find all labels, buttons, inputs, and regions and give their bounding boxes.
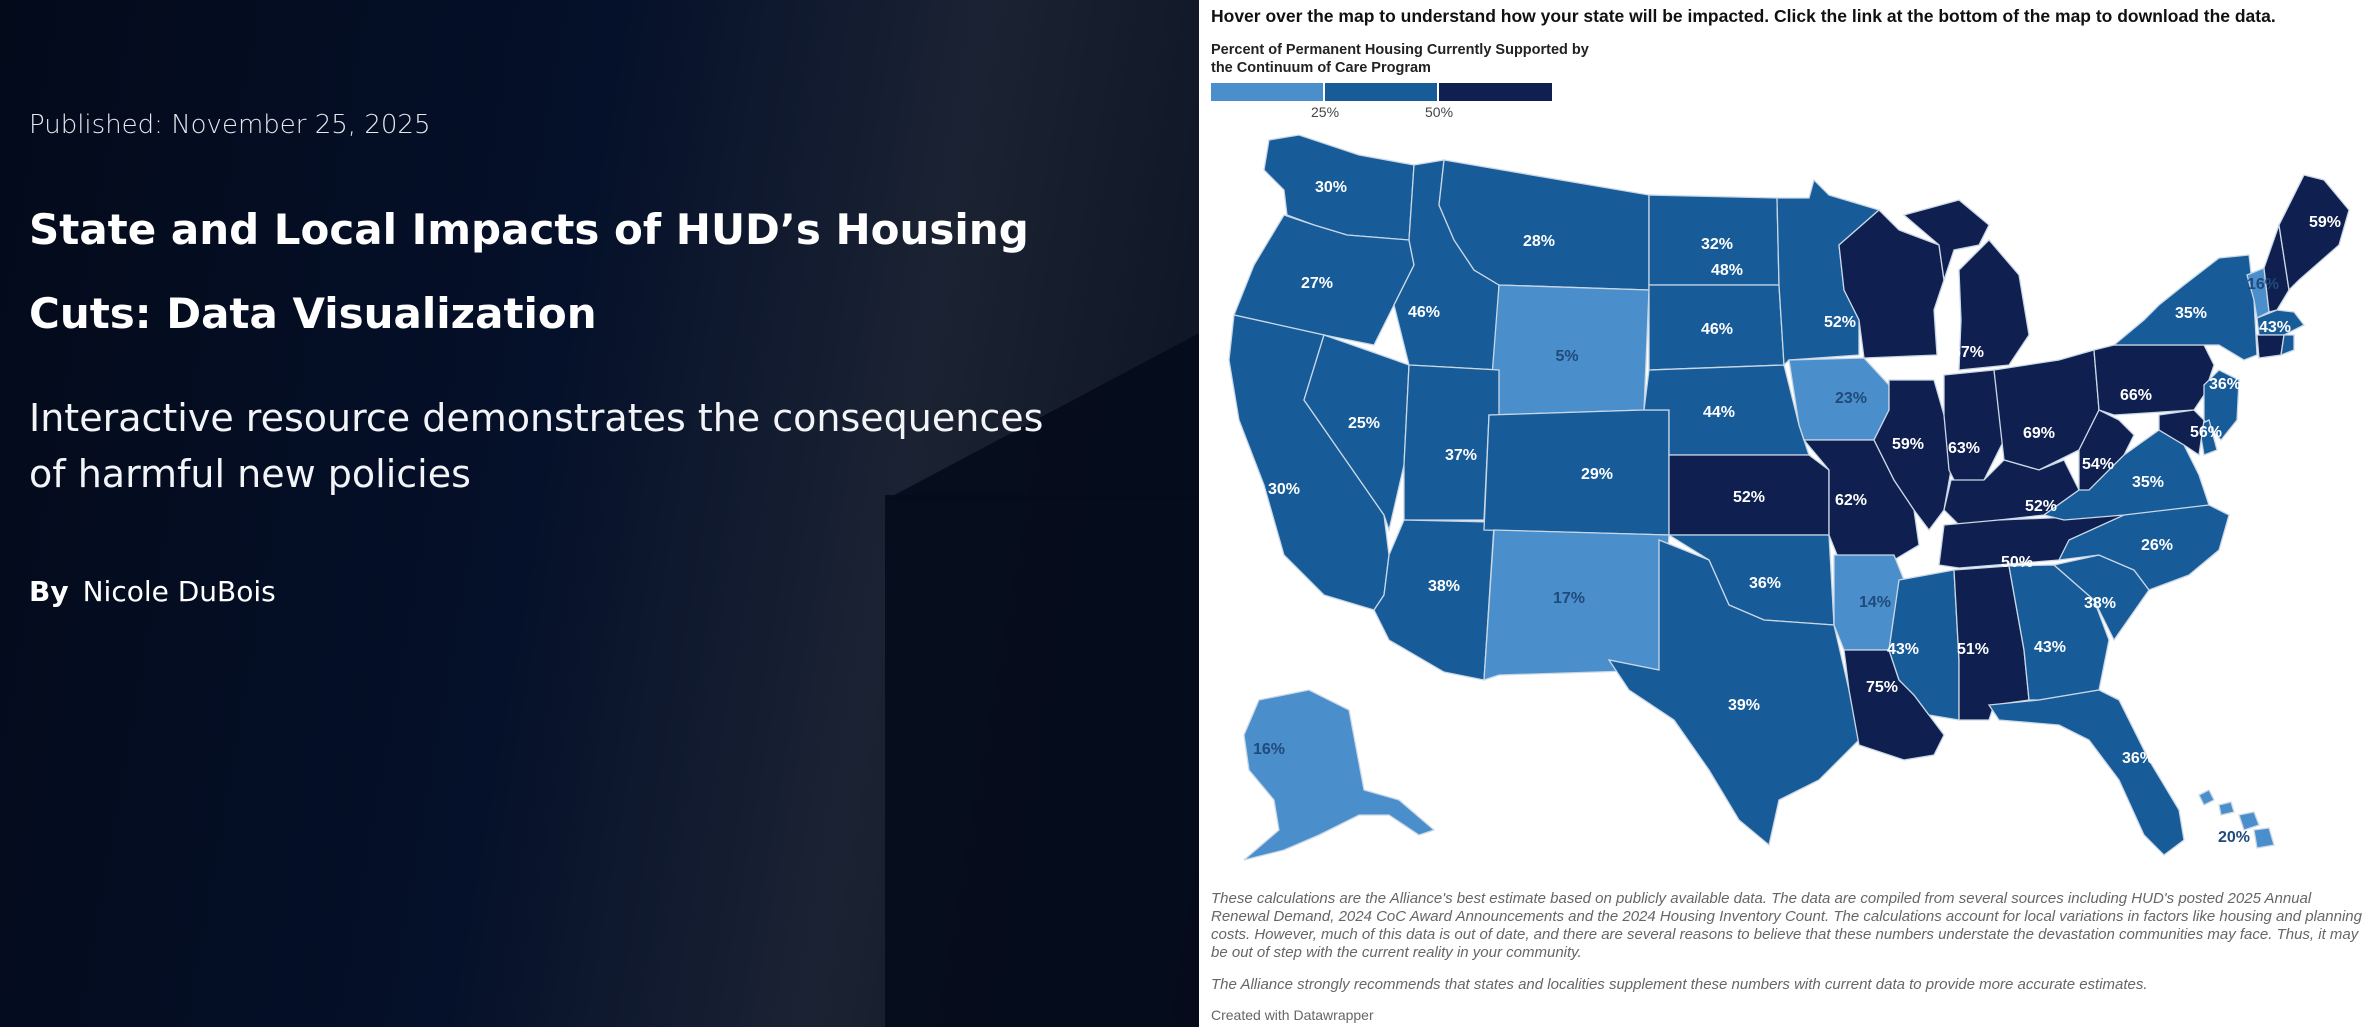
recommendation-note: The Alliance strongly recommends that st… [1211,976,2148,993]
legend-swatch-high [1439,83,1552,101]
state-label-nm: 17% [1553,590,1585,607]
state-label-pa: 66% [2120,387,2152,404]
state-label-md: 56% [2190,424,2222,441]
state-label-wv: 54% [2082,456,2114,473]
state-de[interactable] [2198,419,2218,456]
datawrapper-credit[interactable]: Created with Datawrapper [1211,1007,1374,1023]
state-label-id: 46% [1408,304,1440,321]
state-label-ut: 37% [1445,447,1477,464]
map-panel: Hover over the map to understand how you… [1199,0,2378,1027]
state-label-al: 51% [1957,641,1989,658]
state-label-ok: 36% [1749,575,1781,592]
state-tx[interactable] [1607,539,1860,847]
state-label-il: 59% [1892,436,1924,453]
state-fl[interactable] [1987,689,2185,856]
state-label-nj: 36% [2209,376,2241,393]
author-link[interactable]: Nicole DuBois [82,575,276,608]
published-date: Published: November 25, 2025 [29,110,431,140]
page-subtitle: Interactive resource demonstrates the co… [29,396,1044,496]
state-label-va: 35% [2132,474,2164,491]
state-ut[interactable] [1403,364,1500,521]
state-label-or: 27% [1301,275,1333,292]
state-md[interactable] [2158,409,2205,457]
state-label-co: 29% [1581,466,1613,483]
page-title: State and Local Impacts of HUD’s Housing… [29,205,1029,338]
state-label-la: 75% [1866,679,1898,696]
state-nm[interactable] [1483,529,1670,681]
state-label-sd: 46% [1701,321,1733,338]
state-label-ky: 52% [2025,498,2057,515]
state-ri[interactable] [2280,334,2295,357]
state-label-mt: 28% [1523,233,1555,250]
state-nh[interactable] [2263,224,2290,313]
state-label-nc: 26% [2141,537,2173,554]
state-label-wi: 52% [1824,314,1856,331]
legend-swatch-low [1211,83,1323,101]
legend-tick-25: 25% [1311,104,1340,120]
state-label-sc: 38% [2084,595,2116,612]
state-label-ms: 43% [1887,641,1919,658]
state-label-az: 38% [1428,578,1460,595]
byline: By Nicole DuBois [29,575,276,608]
map-notes: These calculations are the Alliance's be… [1211,890,2371,1008]
methodology-note: These calculations are the Alliance's be… [1211,890,2362,961]
state-label-ar: 14% [1859,594,1891,611]
background-shape [885,495,1199,1027]
state-label-nd: 32% [1701,236,1733,253]
state-label-mn: 48% [1711,262,1743,279]
state-az[interactable] [1373,519,1495,681]
state-label-ga: 43% [2034,639,2066,656]
state-label-mi: 67% [1952,344,1984,361]
state-pa[interactable] [2093,344,2215,416]
state-co[interactable] [1483,409,1670,536]
state-label-vt: 16% [2247,276,2279,293]
state-label-ne: 44% [1703,404,1735,421]
state-label-wy: 5% [1555,348,1578,365]
us-map[interactable]: 30% 27% 30% 46% 25% 28% 5% 37% 38% 29% 17% 32% 46% 44… [1199,0,2378,880]
article-header-panel: Published: November 25, 2025 State and L… [0,0,1199,1027]
state-va[interactable] [2042,429,2210,521]
state-label-tx: 39% [1728,697,1760,714]
state-me[interactable] [2278,174,2350,292]
state-label-ma: 43% [2259,319,2291,336]
legend-title: Percent of Permanent Housing Currently S… [1211,42,1589,76]
state-label-ks: 52% [1733,489,1765,506]
map-headline: Hover over the map to understand how you… [1211,6,2276,26]
state-label-ny: 35% [2175,305,2207,322]
state-il[interactable] [1873,379,1952,532]
state-label-ak: 16% [1253,741,1285,758]
state-label-oh: 69% [2023,425,2055,442]
background-shape [885,330,1199,500]
state-label-hi: 20% [2218,829,2250,846]
state-label-me: 59% [2309,214,2341,231]
state-wi[interactable] [1838,209,1945,359]
state-ak[interactable] [1243,689,1436,861]
state-label-wa: 30% [1315,179,1347,196]
state-label-nv: 25% [1348,415,1380,432]
state-label-ia: 23% [1835,390,1867,407]
state-label-in: 63% [1948,440,1980,457]
legend-swatch-mid [1325,83,1437,101]
state-ct[interactable] [2256,334,2285,359]
state-hi[interactable] [2198,789,2275,849]
state-label-fl: 36% [2122,750,2154,767]
state-mi[interactable] [1902,199,2030,371]
state-label-tn: 50% [2001,554,2033,571]
legend-tick-50: 50% [1425,104,1454,120]
state-label-mo: 62% [1835,492,1867,509]
state-label-ca: 30% [1268,481,1300,498]
byline-label: By [29,575,69,608]
